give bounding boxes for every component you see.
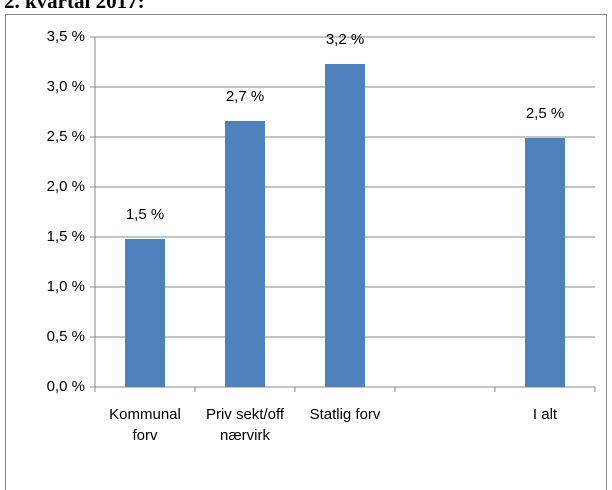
bar bbox=[325, 64, 365, 387]
y-tick-label: 1,0 % bbox=[47, 278, 85, 295]
y-tick-label: 1,5 % bbox=[47, 228, 85, 245]
bar bbox=[525, 138, 565, 387]
data-label: 2,5 % bbox=[526, 105, 564, 122]
y-tick-label: 2,0 % bbox=[47, 178, 85, 195]
data-label: 3,2 % bbox=[326, 31, 364, 48]
y-tick-label: 3,0 % bbox=[47, 78, 85, 95]
data-label: 1,5 % bbox=[126, 206, 164, 223]
x-tick-label: I alt bbox=[532, 406, 558, 423]
y-tick-label: 3,5 % bbox=[47, 28, 85, 45]
y-tick-label: 0,0 % bbox=[47, 378, 85, 395]
x-tick-label: Priv sekt/off nærvirk bbox=[205, 406, 285, 444]
bar bbox=[225, 121, 265, 387]
data-label: 2,7 % bbox=[226, 88, 264, 105]
y-tick-label: 0,5 % bbox=[47, 328, 85, 345]
x-tick-label: Statlig forv bbox=[309, 406, 381, 423]
title: 2. kvartal 2017: bbox=[4, 0, 145, 13]
x-tick-label: Kommunal forv bbox=[109, 406, 181, 444]
bar bbox=[125, 239, 165, 387]
y-tick-label: 2,5 % bbox=[47, 128, 85, 145]
chart-frame bbox=[5, 14, 607, 490]
